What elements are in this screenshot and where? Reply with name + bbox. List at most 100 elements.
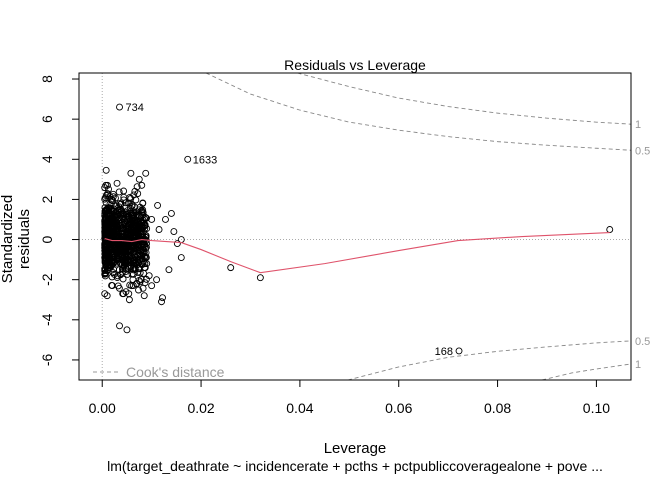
data-point bbox=[134, 268, 142, 276]
labeled-data-point bbox=[116, 103, 123, 111]
data-point bbox=[129, 265, 137, 273]
data-point bbox=[115, 207, 123, 215]
data-point bbox=[118, 243, 126, 251]
data-point bbox=[124, 239, 132, 247]
data-point bbox=[167, 210, 175, 217]
data-point bbox=[127, 239, 135, 246]
y-tick-label: 6 bbox=[39, 115, 55, 123]
data-point bbox=[122, 259, 130, 267]
x-tick-label: 0.00 bbox=[89, 400, 116, 416]
data-point bbox=[122, 268, 130, 276]
labeled-data-point bbox=[184, 155, 192, 163]
x-tick-label: 0.10 bbox=[583, 400, 610, 416]
data-point bbox=[113, 179, 121, 187]
labeled-data-point bbox=[455, 347, 463, 355]
cooks-distance-contour bbox=[297, 73, 631, 125]
cooks-contour-label: 0.5 bbox=[635, 145, 650, 157]
data-point bbox=[113, 249, 121, 257]
data-point bbox=[118, 225, 126, 233]
data-point bbox=[129, 223, 137, 230]
data-point bbox=[101, 221, 109, 229]
y-tick-label: 4 bbox=[39, 155, 55, 163]
plot-border bbox=[78, 72, 632, 381]
data-point bbox=[106, 200, 114, 208]
y-tick-label: -2 bbox=[39, 273, 55, 286]
data-point bbox=[124, 230, 132, 238]
data-point bbox=[120, 247, 128, 255]
x-tick-label: 0.08 bbox=[484, 400, 511, 416]
data-point bbox=[125, 296, 133, 304]
data-point bbox=[142, 253, 150, 261]
cooks-distance-contour bbox=[541, 363, 631, 380]
cooks-distance-contour bbox=[205, 73, 631, 151]
data-point bbox=[173, 240, 181, 248]
data-point bbox=[102, 269, 109, 277]
data-point bbox=[159, 294, 166, 302]
data-point bbox=[145, 272, 153, 280]
data-point bbox=[124, 199, 132, 207]
data-point bbox=[109, 250, 117, 258]
x-tick-label: 0.04 bbox=[286, 400, 313, 416]
data-point bbox=[102, 166, 110, 174]
data-point bbox=[117, 205, 125, 213]
data-point bbox=[136, 228, 144, 235]
data-point bbox=[103, 292, 111, 300]
data-point bbox=[137, 209, 145, 217]
data-point bbox=[114, 226, 122, 234]
data-point bbox=[135, 175, 143, 183]
data-point bbox=[133, 280, 141, 288]
data-point bbox=[139, 199, 147, 207]
data-point bbox=[118, 261, 126, 269]
data-point bbox=[154, 201, 162, 209]
data-point bbox=[136, 269, 144, 277]
y-tick-label: 8 bbox=[39, 75, 55, 83]
data-point bbox=[110, 254, 118, 262]
data-point bbox=[148, 282, 156, 290]
data-point bbox=[155, 226, 163, 233]
data-point bbox=[125, 220, 133, 228]
data-point bbox=[106, 245, 114, 253]
data-point bbox=[113, 274, 121, 281]
data-point bbox=[129, 276, 137, 284]
data-point bbox=[138, 181, 146, 189]
smoother-line bbox=[104, 231, 610, 274]
data-point bbox=[153, 276, 161, 284]
data-point bbox=[140, 292, 148, 300]
data-point bbox=[139, 260, 147, 267]
data-point bbox=[122, 245, 130, 253]
y-tick-label: -6 bbox=[39, 353, 55, 366]
data-point bbox=[108, 220, 116, 228]
data-point bbox=[131, 251, 139, 259]
cooks-contour-label: 1 bbox=[635, 359, 641, 371]
data-point bbox=[120, 213, 128, 220]
data-point bbox=[116, 322, 123, 330]
data-point bbox=[108, 257, 116, 265]
model-formula-caption: lm(target_deathrate ~ incidencerate + pc… bbox=[107, 458, 603, 474]
point-label-734: 734 bbox=[126, 102, 144, 114]
cooks-distance-legend: Cook's distance bbox=[126, 364, 225, 380]
data-point bbox=[120, 187, 128, 195]
data-point bbox=[137, 276, 145, 283]
data-point bbox=[101, 207, 109, 215]
data-point bbox=[115, 254, 122, 262]
cooks-contour-label: 1 bbox=[635, 119, 641, 131]
data-point bbox=[140, 241, 148, 249]
data-point bbox=[162, 216, 169, 223]
data-point bbox=[141, 222, 149, 230]
data-point bbox=[165, 266, 173, 274]
data-point bbox=[102, 250, 110, 258]
cooks-distance-contour bbox=[347, 340, 631, 380]
data-point bbox=[129, 232, 137, 239]
data-point bbox=[134, 218, 142, 226]
data-point bbox=[108, 273, 116, 281]
data-point bbox=[137, 247, 145, 255]
data-point bbox=[131, 187, 139, 195]
data-point bbox=[148, 216, 156, 223]
data-point bbox=[135, 259, 143, 266]
data-point bbox=[227, 264, 235, 272]
data-point bbox=[170, 228, 178, 235]
data-point bbox=[126, 204, 134, 212]
y-axis-label: Standardized residuals bbox=[0, 194, 33, 284]
data-point bbox=[606, 226, 614, 233]
